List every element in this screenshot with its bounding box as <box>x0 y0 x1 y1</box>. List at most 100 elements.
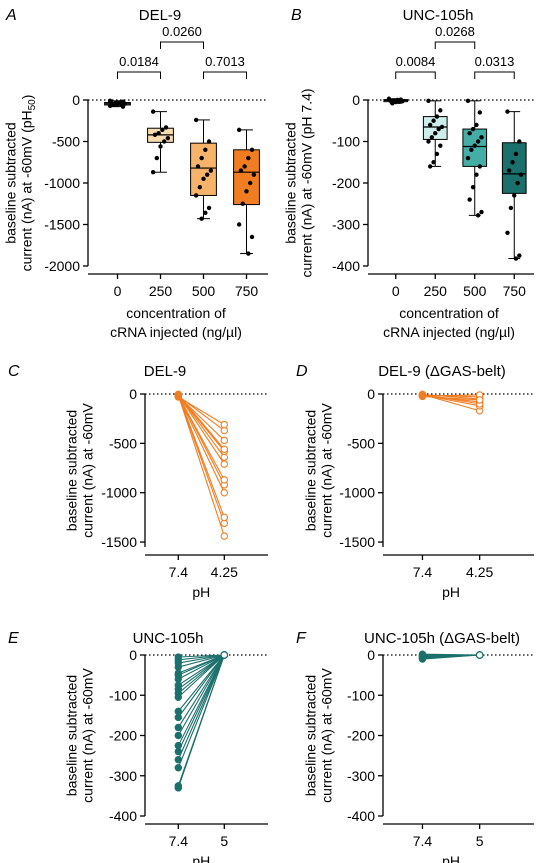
y-axis-label: baseline subtracted <box>303 675 319 796</box>
p-value-label: 0.0260 <box>162 24 202 39</box>
data-point <box>199 216 204 221</box>
comparison-bracket <box>203 71 247 79</box>
data-point <box>517 253 522 258</box>
data-point <box>165 135 171 141</box>
data-point <box>470 184 476 190</box>
x-tick-label: 0 <box>114 283 122 299</box>
y-axis-label: current (nA) at -60mV (pH 7.4) <box>299 88 315 277</box>
data-point <box>249 147 255 152</box>
paired-line <box>177 654 225 712</box>
y-tick-label: -400 <box>347 808 375 824</box>
x-tick-label: 0 <box>392 283 400 299</box>
comparison-bracket <box>160 41 204 49</box>
data-point <box>512 193 517 198</box>
paired-line <box>178 654 225 680</box>
data-point <box>517 139 522 144</box>
paired-line <box>178 654 225 668</box>
panel-title-e: UNC-105h <box>133 630 204 647</box>
paired-line <box>177 654 225 736</box>
data-point-open <box>220 651 229 659</box>
paired-line <box>177 654 225 718</box>
data-point <box>390 101 395 106</box>
data-point <box>474 172 479 177</box>
data-point <box>474 122 479 128</box>
data-point-filled <box>174 713 183 722</box>
y-tick-label: -200 <box>332 175 360 191</box>
data-point <box>158 144 163 149</box>
paired-line <box>177 654 225 786</box>
x-tick-label: 750 <box>503 283 527 299</box>
data-point <box>236 127 242 133</box>
data-point <box>429 135 435 140</box>
y-tick-label: 0 <box>129 647 137 663</box>
y-tick-label: -2000 <box>44 258 80 274</box>
y-tick-label: -100 <box>109 687 137 703</box>
data-point <box>244 189 249 194</box>
y-tick-label: -300 <box>347 768 375 784</box>
panel-letter-d: D <box>296 363 308 380</box>
data-point-open <box>220 436 229 445</box>
data-point <box>510 160 515 165</box>
y-tick-label: 0 <box>72 92 80 108</box>
paired-line <box>177 394 225 450</box>
y-axis-label: baseline subtracted <box>64 410 80 531</box>
chart-c: 0 -500 -1000 -1500 7.4 4.25 baseline subtracte… <box>64 386 268 600</box>
data-point <box>434 114 440 119</box>
data-point <box>472 143 477 148</box>
data-point <box>238 168 244 173</box>
x-tick-label: 250 <box>149 283 173 299</box>
y-axis-label: current (nA) at -60mV <box>80 668 96 803</box>
x-tick-label: 5 <box>220 833 228 849</box>
paired-line <box>422 395 480 401</box>
data-point <box>111 102 117 108</box>
paired-line <box>178 654 225 658</box>
data-point <box>518 172 524 177</box>
data-point-filled <box>174 764 183 772</box>
box <box>501 142 527 194</box>
x-tick-label: 7.4 <box>169 564 189 580</box>
data-point <box>470 126 476 132</box>
data-point <box>120 104 126 109</box>
x-axis-label: concentration of <box>399 305 499 321</box>
data-point-filled <box>174 731 183 740</box>
y-tick-label: 0 <box>367 386 375 402</box>
y-axis-label: baseline subtracted <box>303 410 319 531</box>
data-point <box>505 230 510 235</box>
y-tick-label: -200 <box>109 728 137 744</box>
data-point <box>204 172 210 177</box>
y-axis-label-subscript: 50 <box>27 99 38 111</box>
y-tick-label: 0 <box>352 92 360 108</box>
data-point <box>513 256 519 261</box>
data-point-filled <box>174 782 183 790</box>
data-point <box>201 176 206 182</box>
data-point-filled <box>174 653 183 661</box>
data-point <box>249 234 255 240</box>
y-tick-label: 0 <box>129 386 137 402</box>
panel-letter-c: C <box>8 363 20 380</box>
data-point <box>513 151 519 157</box>
comparison-bracket <box>395 71 436 79</box>
y-tick-label: -500 <box>109 435 137 451</box>
p-value-label: 0.7013 <box>205 54 245 69</box>
paired-line <box>177 395 225 481</box>
paired-line <box>422 393 480 405</box>
paired-line <box>177 654 225 760</box>
y-tick-label: -100 <box>332 134 360 150</box>
y-tick-label: -1000 <box>101 485 137 501</box>
data-point <box>246 155 251 161</box>
y-axis-label-close: ) <box>19 95 35 100</box>
chart-e: 0 -100 -200 -300 -400 7.4 5 baseline subtracted… <box>64 647 268 863</box>
chart-a: 0 -500 -1000 -1500 -2000 0 250 500 750 baseline s… <box>3 24 268 340</box>
data-point <box>505 109 510 114</box>
panel-title-c: DEL-9 <box>144 363 187 380</box>
data-point <box>396 99 402 104</box>
data-point <box>479 209 484 215</box>
paired-line <box>177 394 225 518</box>
x-tick-label: 750 <box>235 283 259 299</box>
panel-title-d: DEL-9 (ΔGAS-belt) <box>378 363 506 380</box>
data-point <box>465 98 471 104</box>
data-point-filled <box>174 755 183 764</box>
x-axis-label: cRNA injected (ng/µl) <box>383 324 515 340</box>
y-axis-label: baseline subtracted <box>64 675 80 796</box>
